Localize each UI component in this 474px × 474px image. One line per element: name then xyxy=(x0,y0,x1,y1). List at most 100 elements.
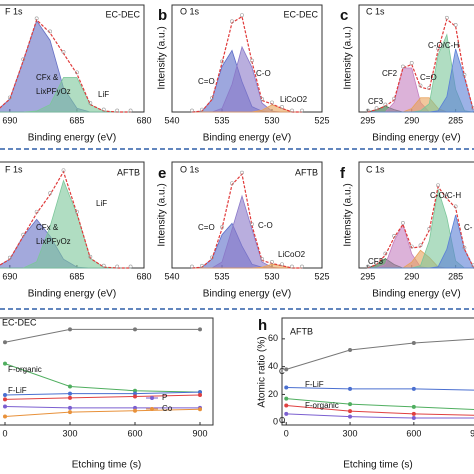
series-point xyxy=(198,390,202,395)
annotation: CFx & xyxy=(36,223,59,232)
data-point xyxy=(436,183,440,188)
panel-title: O 1s xyxy=(180,6,200,16)
panel-title: C 1s xyxy=(366,164,385,174)
panel-letter: h xyxy=(258,317,267,334)
series-point xyxy=(198,393,202,398)
x-tick-label: 295 xyxy=(360,115,375,125)
annotation: C-O/C-H xyxy=(430,191,461,200)
series-point xyxy=(411,386,416,391)
annotation: C=O xyxy=(198,77,215,86)
series-line xyxy=(4,394,201,400)
data-point xyxy=(190,108,194,113)
series-point xyxy=(284,396,289,401)
fit-envelope xyxy=(191,15,302,113)
series-point xyxy=(133,408,137,413)
panel-subtitle: EC-DEC xyxy=(283,9,318,19)
annotation: C- xyxy=(464,223,473,232)
data-point xyxy=(383,102,388,107)
data-point xyxy=(240,13,244,17)
data-point xyxy=(418,243,423,248)
series-point xyxy=(68,395,72,400)
annotation: F-LiF xyxy=(8,386,27,395)
annotation: F-LiF xyxy=(305,380,324,389)
y-axis-label: Intensity (a.u.) xyxy=(157,26,168,89)
data-point xyxy=(220,225,224,230)
annotation: CF2 xyxy=(382,69,398,78)
panel-title: AFTB xyxy=(290,326,313,336)
series-point xyxy=(348,402,353,407)
x-tick-label: 0 xyxy=(284,428,289,438)
x-tick-label: 685 xyxy=(69,115,84,125)
series-point xyxy=(284,385,289,390)
series-line xyxy=(286,386,474,391)
data-point xyxy=(280,105,284,109)
panel-letter: c xyxy=(340,7,348,24)
x-tick-label: 285 xyxy=(448,115,463,125)
data-point xyxy=(190,264,194,269)
data-point xyxy=(374,261,379,265)
data-point xyxy=(210,255,214,260)
data-point xyxy=(392,233,397,238)
data-point xyxy=(250,58,254,63)
series-point xyxy=(411,411,416,416)
x-axis-label: Binding energy (eV) xyxy=(203,289,291,300)
data-point xyxy=(75,70,79,75)
data-point xyxy=(270,100,274,105)
data-point xyxy=(7,95,12,100)
series-line xyxy=(286,398,474,411)
x-tick-label: 680 xyxy=(136,115,151,125)
series-point xyxy=(68,410,72,415)
data-point xyxy=(61,168,66,173)
data-point xyxy=(280,262,284,267)
data-point xyxy=(21,232,26,237)
data-point xyxy=(250,222,254,227)
x-tick-label: 540 xyxy=(164,271,179,281)
annotation: LiCoO2 xyxy=(280,95,308,104)
series-line xyxy=(4,363,201,393)
component-peak xyxy=(367,214,474,269)
data-point xyxy=(115,108,120,113)
data-point xyxy=(374,106,379,111)
data-point xyxy=(230,181,234,186)
data-point xyxy=(260,257,264,261)
annotation: C-O/C-H xyxy=(428,41,459,50)
series-line xyxy=(286,405,474,416)
series-point xyxy=(284,367,289,372)
data-point xyxy=(418,83,423,88)
y-tick-label: 20 xyxy=(268,389,278,399)
data-point xyxy=(200,107,204,112)
x-tick-label: 600 xyxy=(406,428,421,438)
data-point xyxy=(401,221,405,225)
panel-letter: b xyxy=(158,7,167,24)
series-line xyxy=(4,405,200,409)
annotation: F-organic xyxy=(8,365,42,374)
legend-marker xyxy=(150,396,154,400)
data-point xyxy=(75,209,79,214)
series-point xyxy=(284,403,289,408)
plot-frame xyxy=(0,317,214,426)
annotation: LiCoO2 xyxy=(278,250,306,259)
data-point xyxy=(101,263,106,268)
series-point xyxy=(198,407,202,412)
x-tick-label: 900 xyxy=(470,428,474,438)
series-point xyxy=(68,327,72,332)
data-point xyxy=(115,264,120,269)
y-tick-label: 40 xyxy=(268,361,278,371)
annotation: F-organic xyxy=(305,401,339,410)
series-point xyxy=(133,394,137,399)
data-point xyxy=(34,209,39,214)
series-point xyxy=(348,409,353,414)
data-point xyxy=(260,97,264,101)
annotation: C=O xyxy=(198,223,215,232)
series-line xyxy=(286,338,474,370)
annotation: O xyxy=(279,416,285,425)
y-tick-label: 0 xyxy=(273,417,278,427)
x-axis-label: Binding energy (eV) xyxy=(372,133,460,144)
series-point xyxy=(348,414,353,419)
data-point xyxy=(128,264,133,269)
series-point xyxy=(3,340,7,345)
data-point xyxy=(88,101,93,105)
y-axis-label: Atomic ratio (%) xyxy=(257,336,268,407)
legend-marker xyxy=(150,407,154,411)
data-point xyxy=(444,195,449,199)
